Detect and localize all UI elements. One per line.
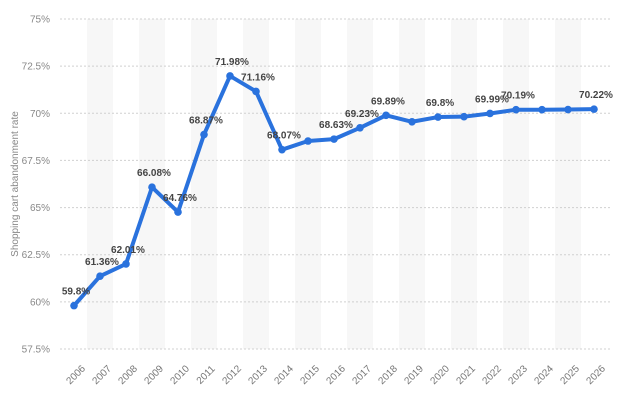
- x-tick-label: 2019: [402, 363, 426, 387]
- column-band: [555, 19, 581, 349]
- x-tick-label: 2012: [220, 363, 244, 387]
- x-tick-label: 2009: [142, 363, 166, 387]
- data-point: [200, 130, 208, 139]
- data-label: 68.87%: [189, 116, 223, 127]
- data-point: [122, 260, 130, 268]
- column-band: [295, 19, 321, 349]
- data-point: [382, 111, 390, 120]
- x-tick-label: 2026: [584, 363, 608, 387]
- data-point: [408, 117, 416, 126]
- column-band: [243, 19, 269, 349]
- data-label: 66.08%: [137, 168, 171, 179]
- y-tick-label: 60%: [30, 297, 50, 308]
- data-point: [564, 105, 572, 114]
- data-label: 69.23%: [345, 109, 379, 120]
- x-tick-label: 2023: [506, 363, 530, 387]
- x-tick-label: 2018: [376, 363, 400, 387]
- x-tick-label: 2015: [298, 363, 322, 387]
- data-label: 69.99%: [475, 94, 509, 105]
- data-label: 71.98%: [215, 57, 249, 68]
- x-tick-label: 2022: [480, 363, 504, 387]
- x-tick-label: 2016: [324, 363, 348, 387]
- column-band: [503, 19, 529, 349]
- data-point: [148, 183, 156, 192]
- column-band: [87, 19, 113, 349]
- data-label: 59.8%: [62, 287, 90, 298]
- data-label: 71.16%: [241, 72, 275, 83]
- data-point: [304, 137, 312, 145]
- x-tick-label: 2008: [116, 363, 140, 387]
- y-tick-label: 70%: [30, 109, 50, 120]
- data-point: [460, 112, 468, 121]
- data-point: [330, 135, 338, 143]
- data-point: [96, 272, 104, 281]
- data-label: 62.01%: [111, 245, 145, 256]
- x-tick-label: 2006: [64, 363, 88, 387]
- y-tick-label: 62.5%: [22, 250, 50, 261]
- data-point: [486, 109, 494, 118]
- x-tick-label: 2011: [195, 363, 218, 386]
- y-tick-label: 67.5%: [22, 156, 50, 167]
- x-tick-label: 2021: [454, 363, 478, 387]
- column-band: [399, 19, 425, 349]
- data-point: [278, 145, 286, 154]
- column-band: [451, 19, 477, 349]
- x-tick-label: 2025: [558, 363, 582, 387]
- data-label: 64.76%: [163, 193, 197, 204]
- data-point: [174, 208, 182, 216]
- data-label: 69.89%: [371, 96, 405, 107]
- data-point: [538, 105, 546, 114]
- data-label: 70.22%: [579, 90, 613, 101]
- y-tick-label: 72.5%: [22, 62, 50, 73]
- data-label: 70.19%: [501, 91, 535, 102]
- y-axis-label: Shopping cart abandonment rate: [10, 111, 21, 257]
- x-tick-label: 2020: [428, 363, 452, 387]
- data-point: [252, 87, 260, 96]
- data-point: [226, 72, 234, 80]
- y-tick-label: 65%: [30, 203, 50, 214]
- y-tick-label: 75%: [30, 15, 50, 26]
- x-tick-label: 2010: [168, 363, 192, 387]
- column-band: [347, 19, 373, 349]
- x-tick-label: 2017: [350, 363, 374, 387]
- data-label: 68.07%: [267, 131, 301, 142]
- y-tick-label: 57.5%: [22, 345, 50, 356]
- data-point: [434, 113, 442, 121]
- data-point: [512, 105, 520, 114]
- data-point: [70, 301, 78, 310]
- data-point: [590, 105, 598, 113]
- x-tick-label: 2014: [272, 363, 296, 387]
- data-point: [356, 124, 364, 132]
- x-tick-label: 2024: [532, 363, 556, 387]
- x-tick-label: 2013: [246, 363, 270, 387]
- column-band: [191, 19, 217, 349]
- x-tick-label: 2007: [90, 363, 114, 387]
- data-label: 69.8%: [426, 98, 454, 109]
- data-label: 68.63%: [319, 120, 353, 131]
- data-label: 61.36%: [85, 257, 119, 268]
